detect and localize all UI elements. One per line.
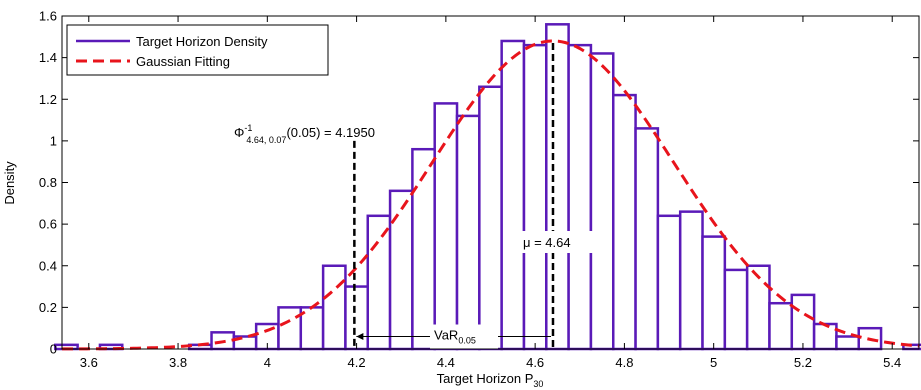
x-tick-label-5: 4.6: [526, 355, 544, 370]
annotations: VaR0.05 μ = 4.64 Φ-1 4.64, 0.07(0.05) = 4…: [234, 43, 596, 349]
quantile-label: Φ-1 4.64, 0.07(0.05) = 4.1950: [234, 123, 375, 145]
x-tick-label-7: 5: [710, 355, 717, 370]
y-tick-label-8: 1.6: [39, 9, 57, 24]
var-label-box: [430, 324, 498, 349]
y-tick-label-1: 0.2: [39, 300, 57, 315]
histogram-bar-15: [388, 189, 414, 351]
histogram-bar-23: [567, 43, 593, 351]
histogram-bar-16: [411, 147, 436, 351]
histogram-bar-25: [612, 93, 637, 351]
x-tick-label-4: 4.4: [437, 355, 455, 370]
x-axis-title: Target Horizon P30: [437, 371, 544, 389]
y-tick-label-5: 1: [50, 133, 57, 148]
histogram-bar-10: [277, 306, 303, 351]
histogram-bar-17: [433, 102, 459, 351]
histogram-bar-28: [678, 210, 704, 351]
y-tick-label-2: 0.4: [39, 258, 57, 273]
legend: Target Horizon Density Gaussian Fitting: [66, 24, 329, 76]
histogram-bar-19: [478, 85, 503, 351]
y-tick-label-6: 1.2: [39, 92, 57, 107]
x-tick-label-8: 5.2: [794, 355, 812, 370]
x-tick-label-6: 4.8: [615, 355, 633, 370]
histogram-bar-29: [701, 235, 727, 351]
histogram-bar-32: [768, 301, 794, 351]
mu-label: μ = 4.64: [523, 235, 571, 250]
y-tick-label-0: 0: [50, 342, 57, 357]
y-tick-label-7: 1.4: [39, 50, 57, 65]
histogram-bar-22: [545, 23, 570, 351]
legend-label-histogram: Target Horizon Density: [136, 34, 268, 49]
x-tick-label-9: 5.4: [883, 355, 901, 370]
histogram-bar-34: [812, 322, 838, 351]
histogram-bar-27: [656, 214, 682, 351]
y-axis-ticks: 0 0.2 0.4 0.6 0.8 1 1.2 1.4 1.6: [39, 9, 919, 357]
legend-label-fit: Gaussian Fitting: [136, 54, 230, 69]
x-tick-label-3: 4.2: [348, 355, 366, 370]
x-tick-label-2: 4: [264, 355, 271, 370]
y-tick-label-4: 0.8: [39, 175, 57, 190]
legend-box: [66, 24, 329, 76]
mu-label-box: [520, 231, 596, 253]
histogram-bar-21: [522, 43, 548, 351]
x-tick-label-0: 3.6: [80, 355, 98, 370]
histogram-bar-13: [344, 285, 369, 351]
x-tick-label-1: 3.8: [169, 355, 187, 370]
histogram-bar-24: [589, 52, 615, 351]
histogram-bar-14: [366, 214, 392, 351]
histogram-bar-30: [723, 268, 749, 351]
histogram-bar-20: [500, 39, 526, 351]
var-label: VaR0.05: [434, 328, 476, 346]
histogram-bar-33: [790, 293, 816, 351]
gaussian-fit-line: [61, 39, 920, 351]
histogram-bar-12: [321, 264, 347, 351]
x-axis-ticks: 3.6 3.8 4 4.2 4.4 4.6 4.8 5 5.2 5.4: [80, 16, 901, 370]
histogram-bar-35: [835, 335, 860, 351]
var-arrowhead-left: [356, 333, 364, 341]
histogram-bar-26: [634, 127, 660, 351]
histogram-bar-18: [455, 114, 481, 351]
y-tick-label-3: 0.6: [39, 217, 57, 232]
y-axis-title: Density: [2, 161, 17, 205]
